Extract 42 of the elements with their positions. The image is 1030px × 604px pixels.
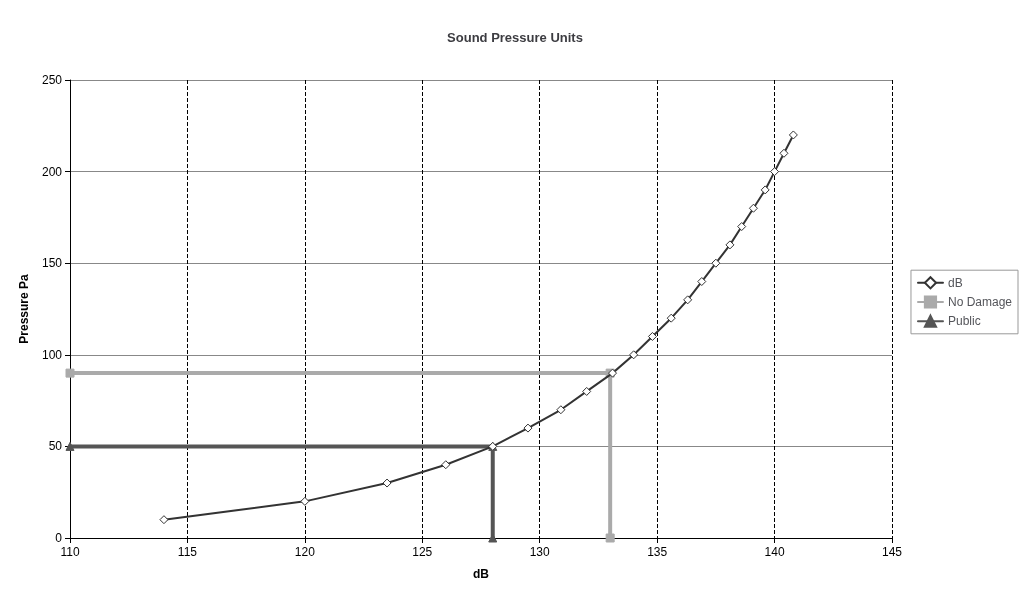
chart-title: Sound Pressure Units [447, 30, 583, 45]
point [605, 533, 615, 543]
point [647, 331, 657, 341]
point [697, 277, 707, 287]
point [382, 478, 392, 488]
point [556, 405, 566, 415]
y-tick-label: 200 [41, 164, 63, 179]
point [159, 515, 169, 525]
point [65, 368, 75, 378]
point [582, 386, 592, 396]
y-tick-label: 150 [41, 256, 63, 271]
x-tick-label: 115 [177, 545, 198, 559]
point [788, 130, 798, 140]
point [725, 240, 735, 250]
point [737, 222, 747, 232]
point [300, 496, 310, 506]
legend-label: dB [947, 275, 963, 290]
x-tick-label: 120 [294, 545, 316, 559]
x-tick-label: 125 [412, 545, 433, 559]
x-tick-label: 130 [529, 545, 551, 559]
x-tick-label: 145 [881, 545, 903, 559]
point [523, 423, 533, 433]
x-axis-title: dB [473, 567, 490, 581]
point [779, 148, 789, 158]
x-tick-label: 110 [60, 545, 80, 559]
point [748, 203, 758, 213]
point [666, 313, 676, 323]
point [760, 185, 770, 195]
y-tick-label: 250 [41, 73, 63, 87]
y-tick-label: 50 [48, 439, 63, 454]
x-tick-label: 140 [764, 545, 785, 559]
point [683, 295, 693, 305]
y-tick-label: 0 [55, 531, 63, 545]
point [770, 167, 780, 177]
point [629, 350, 639, 360]
point [711, 258, 721, 268]
point [441, 460, 451, 470]
x-tick-label: 135 [647, 545, 668, 559]
legend-label: Public [947, 314, 981, 329]
y-tick-label: 100 [41, 347, 63, 362]
y-axis-title: Pressure Pa [17, 273, 31, 344]
legend-label: No Damage [947, 295, 1013, 309]
